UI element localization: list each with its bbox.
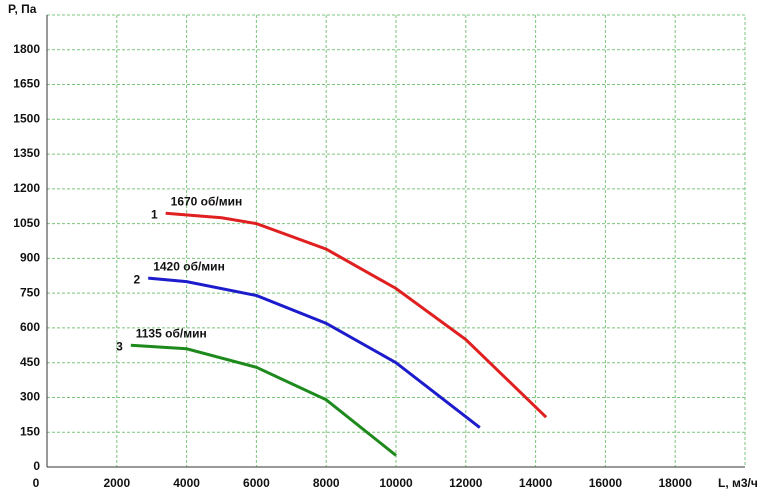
y-axis-label: P, Па — [8, 2, 37, 16]
x-tick-label: 0 — [33, 476, 40, 490]
y-tick-label: 750 — [20, 285, 40, 299]
series-label: 3 — [116, 339, 123, 353]
y-tick-label: 150 — [20, 424, 40, 438]
y-tick-label: 1500 — [13, 111, 40, 125]
series-annotation: 1420 об/мин — [153, 259, 225, 273]
y-tick-label: 450 — [20, 355, 40, 369]
y-tick-label: 0 — [33, 459, 40, 473]
x-tick-label: 4000 — [173, 476, 200, 490]
x-tick-label: 6000 — [243, 476, 270, 490]
y-tick-label: 300 — [20, 390, 40, 404]
series-annotation: 1135 об/мин — [136, 326, 207, 340]
series-annotation: 1670 об/мин — [171, 194, 243, 208]
series-label: 2 — [134, 272, 141, 286]
series-line — [130, 343, 397, 457]
x-axis-label: L, м3/ч — [718, 476, 758, 490]
y-tick-label: 600 — [20, 320, 40, 334]
x-tick-label: 16000 — [589, 476, 623, 490]
y-tick-label: 1650 — [13, 77, 40, 91]
x-tick-label: 14000 — [519, 476, 553, 490]
x-tick-label: 2000 — [103, 476, 130, 490]
x-tick-label: 10000 — [379, 476, 413, 490]
y-tick-label: 1050 — [13, 216, 40, 230]
y-tick-label: 900 — [20, 251, 40, 265]
y-tick-label: 1350 — [13, 146, 40, 160]
series-line — [165, 211, 548, 419]
series-label: 1 — [151, 207, 158, 221]
y-tick-label: 1200 — [13, 181, 40, 195]
x-tick-label: 8000 — [313, 476, 340, 490]
y-tick-label: 1800 — [13, 42, 40, 56]
series-line — [148, 276, 481, 429]
x-tick-label: 12000 — [449, 476, 483, 490]
x-tick-label: 18000 — [659, 476, 693, 490]
